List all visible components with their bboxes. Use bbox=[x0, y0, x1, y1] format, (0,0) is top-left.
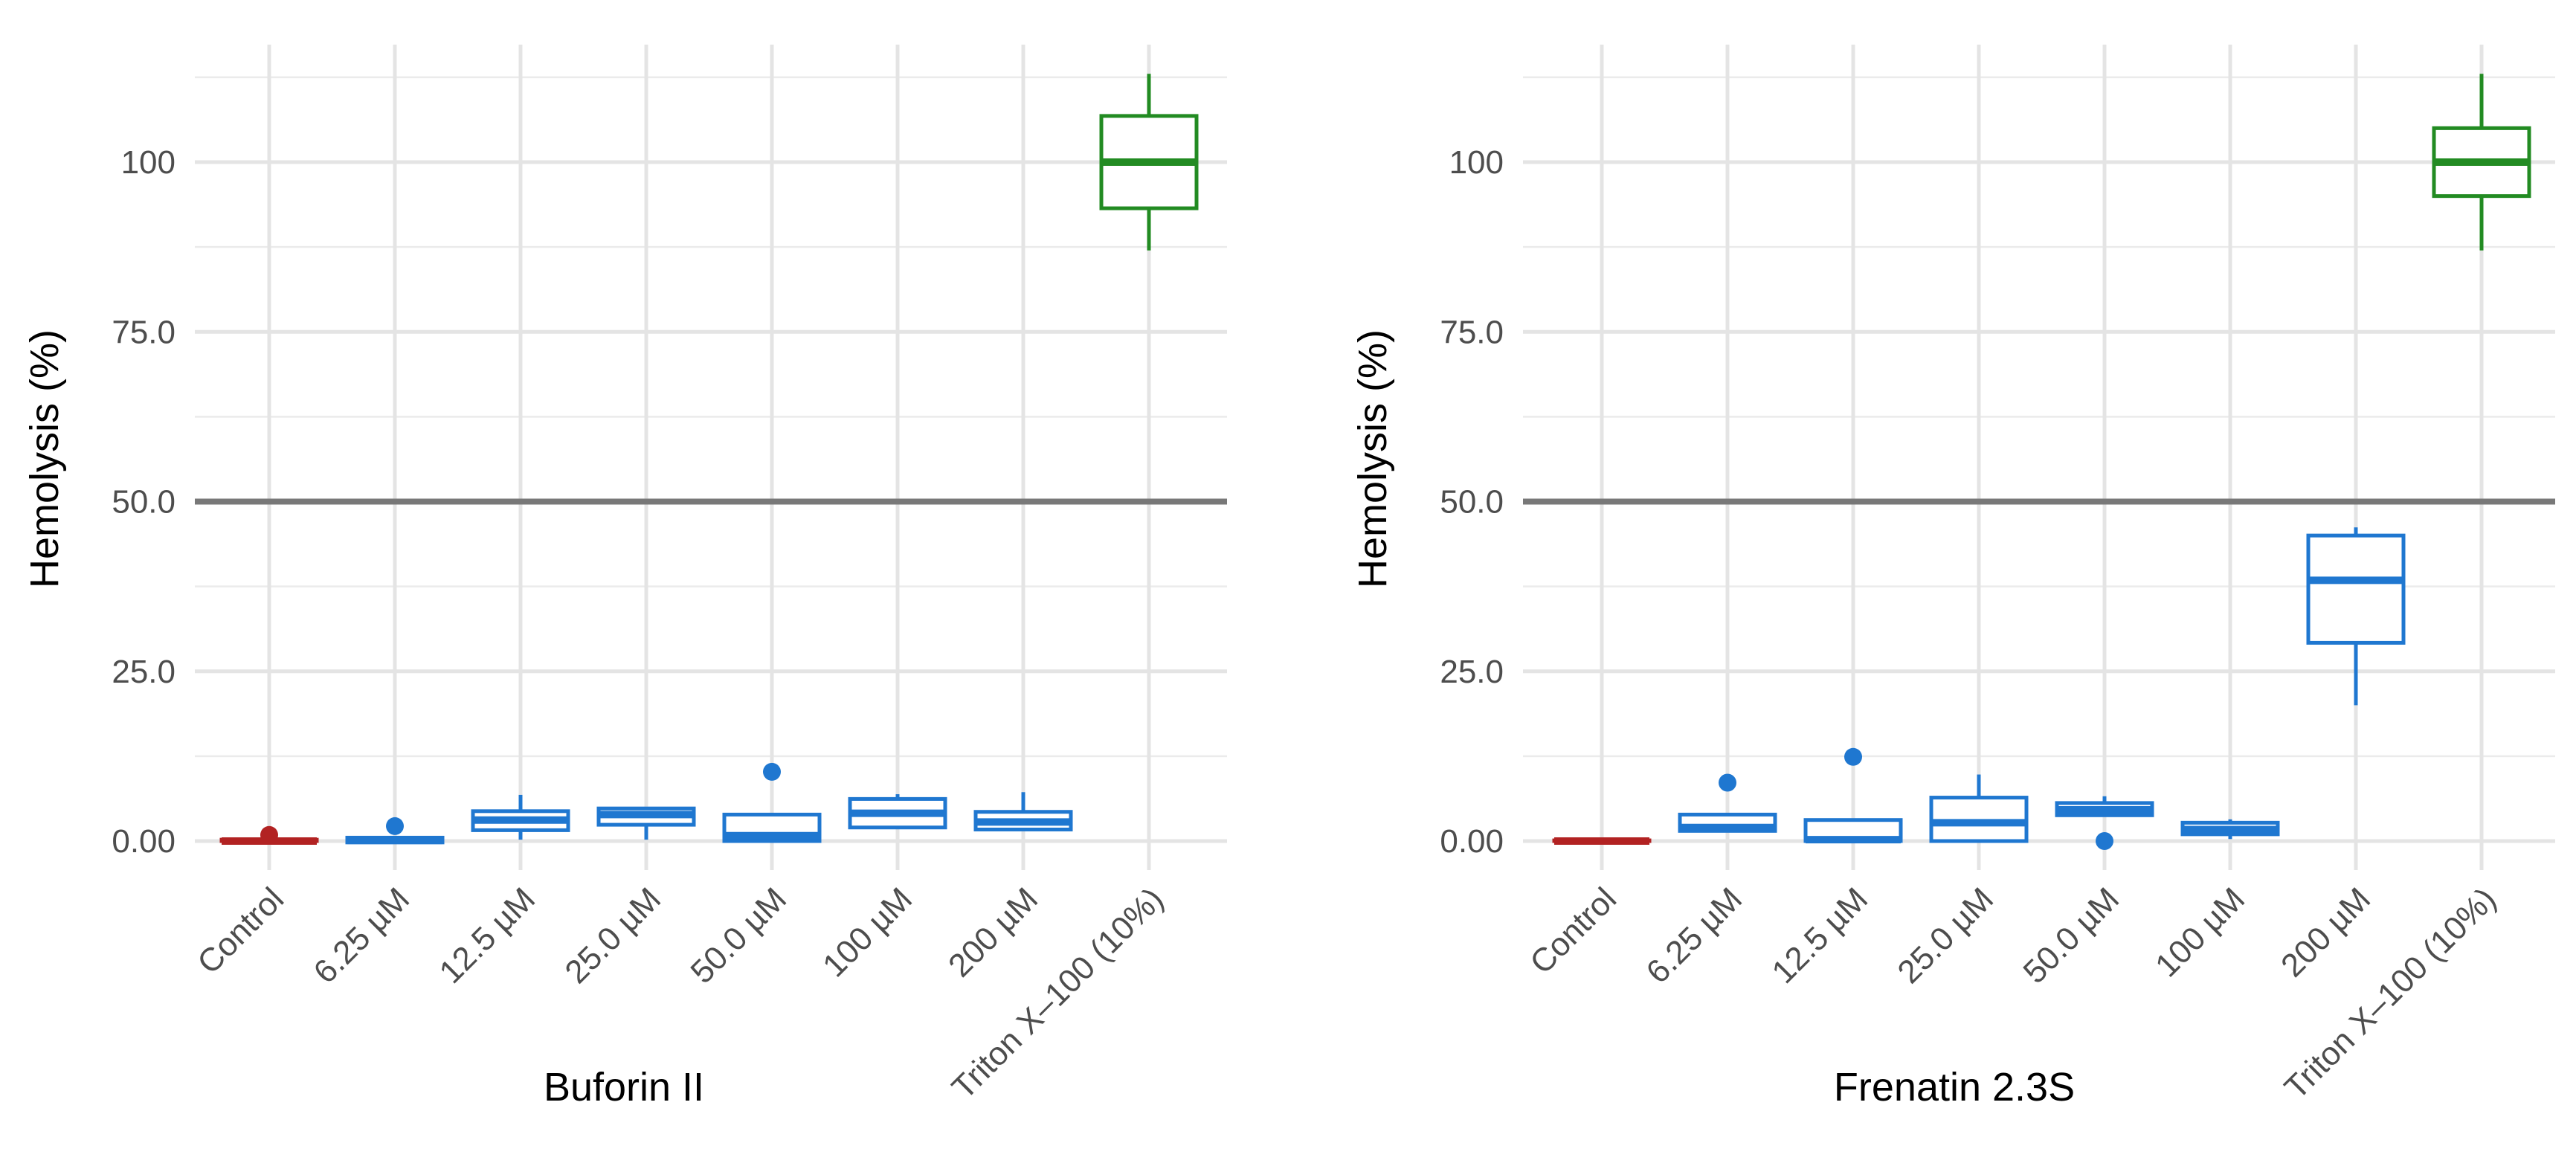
x-tick-label: Triton X–100 (10%) bbox=[945, 880, 1171, 1106]
box-body bbox=[2306, 533, 2406, 645]
x-tick-label: 200 µM bbox=[941, 880, 1045, 984]
outlier-point bbox=[1844, 747, 1862, 766]
y-tick-label: 50.0 bbox=[112, 484, 176, 521]
box-2 bbox=[345, 817, 445, 845]
y-axis-title-buforin: Hemolysis (%) bbox=[22, 329, 67, 588]
box-5 bbox=[722, 762, 822, 843]
panel-buforin: 0.00 25.0 50.0 75.0 100 Control 6.25 µM 12.5 µ… bbox=[22, 45, 1227, 1110]
panel-frenatin: 0.00 25.0 50.0 75.0 100 Control 6.25 µM 12.5 µ… bbox=[1350, 45, 2555, 1110]
y-tick-label: 75.0 bbox=[112, 314, 176, 350]
grid-layer-frenatin bbox=[1523, 45, 2555, 870]
box-4 bbox=[1929, 774, 2029, 843]
outlier-point bbox=[1719, 773, 1736, 792]
box-3 bbox=[471, 794, 570, 840]
x-tick-label: 50.0 µM bbox=[2016, 880, 2126, 991]
box-8 bbox=[1099, 74, 1199, 251]
x-tick-label: 100 µM bbox=[2148, 880, 2252, 984]
y-tick-label: 25.0 bbox=[1440, 654, 1504, 690]
box-6 bbox=[2180, 819, 2280, 840]
x-tick-label: 25.0 µM bbox=[558, 880, 668, 991]
box-4 bbox=[596, 806, 696, 840]
x-axis-title-frenatin: Frenatin 2.3S bbox=[1834, 1065, 2075, 1110]
box-2 bbox=[1678, 773, 1777, 833]
outlier-point bbox=[763, 762, 781, 781]
outlier-point bbox=[260, 825, 278, 844]
x-tick-label: Control bbox=[190, 880, 291, 981]
box-1 bbox=[1552, 837, 1652, 845]
y-tick-label: 100 bbox=[121, 144, 176, 181]
box-7 bbox=[2306, 527, 2406, 706]
x-tick-label: 6.25 µM bbox=[306, 880, 416, 991]
x-tick-label: 100 µM bbox=[816, 880, 919, 984]
y-tick-layer-buforin: 0.00 25.0 50.0 75.0 100 bbox=[112, 144, 176, 860]
grid-layer-buforin bbox=[195, 45, 1227, 870]
box-5 bbox=[2055, 796, 2154, 850]
x-tick-label: 200 µM bbox=[2274, 880, 2377, 984]
x-tick-label: 50.0 µM bbox=[683, 880, 793, 991]
box-layer-frenatin bbox=[1552, 74, 2531, 850]
x-tick-label: Triton X–100 (10%) bbox=[2278, 880, 2503, 1106]
box-6 bbox=[848, 794, 947, 830]
box-8 bbox=[2432, 74, 2531, 251]
x-axis-title-buforin: Buforin II bbox=[544, 1065, 704, 1110]
outlier-point bbox=[2096, 832, 2113, 850]
box-layer-buforin bbox=[219, 74, 1199, 845]
box-1 bbox=[219, 825, 319, 845]
box-7 bbox=[973, 792, 1073, 831]
y-tick-label: 0.00 bbox=[1440, 823, 1504, 860]
y-tick-label: 75.0 bbox=[1440, 314, 1504, 350]
x-tick-label: 6.25 µM bbox=[1639, 880, 1749, 991]
x-tick-label: Control bbox=[1523, 880, 1623, 981]
x-tick-label: 25.0 µM bbox=[1890, 880, 2000, 991]
x-tick-label: 12.5 µM bbox=[432, 880, 542, 991]
box-3 bbox=[1803, 747, 1903, 844]
x-tick-label: 12.5 µM bbox=[1765, 880, 1875, 991]
y-axis-title-frenatin: Hemolysis (%) bbox=[1350, 329, 1395, 588]
y-tick-label: 0.00 bbox=[112, 823, 176, 860]
outlier-point bbox=[386, 817, 404, 835]
y-tick-label: 50.0 bbox=[1440, 484, 1504, 521]
y-tick-layer-frenatin: 0.00 25.0 50.0 75.0 100 bbox=[1440, 144, 1504, 860]
y-tick-label: 100 bbox=[1449, 144, 1504, 181]
y-tick-label: 25.0 bbox=[112, 654, 176, 690]
